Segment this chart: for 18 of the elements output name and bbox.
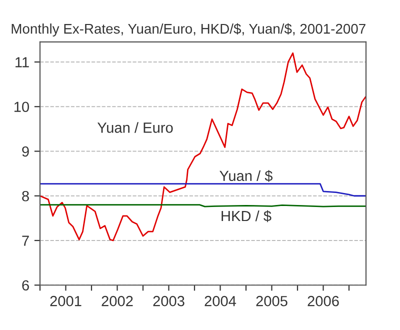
line-series xyxy=(40,52,366,242)
x-tick-label: 2004 xyxy=(204,296,236,306)
x-tick-label: 2006 xyxy=(308,296,339,306)
y-tick-label: 7 xyxy=(22,236,29,246)
x-tick-label: 2001 xyxy=(50,296,82,306)
chart-title: Monthly Ex-Rates, Yuan/Euro, HKD/$, Yuan/$, 2001-2007 xyxy=(12,23,366,36)
x-tick-label: 2005 xyxy=(256,296,288,306)
y-tick-label: 8 xyxy=(22,190,29,202)
text: Yuan / Euro xyxy=(97,122,173,133)
y-tick-label: 9 xyxy=(22,146,29,157)
x-tick-label: 2002 xyxy=(102,296,133,306)
line-series xyxy=(40,183,366,197)
y-tick-label: 10 xyxy=(14,102,30,112)
y-tick-label: 6 xyxy=(22,280,29,291)
series-label: HKD / $ xyxy=(222,210,272,222)
x-tick-label: 2003 xyxy=(153,296,184,306)
series-label: Yuan / $ xyxy=(220,170,273,182)
y-tick-label: 11 xyxy=(16,57,29,68)
